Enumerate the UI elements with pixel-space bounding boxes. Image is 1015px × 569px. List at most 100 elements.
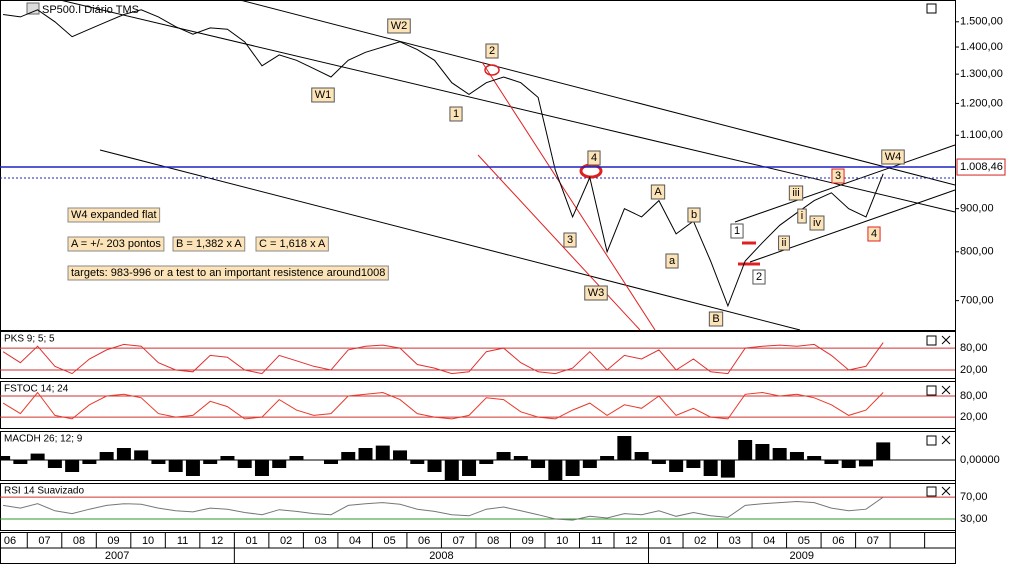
wave-label-box (797, 208, 807, 224)
year-label: 2007 (105, 550, 129, 562)
histogram-bar (0, 456, 11, 460)
histogram-bar (444, 460, 459, 480)
x-tick-label: 06 (418, 535, 430, 547)
x-tick-label: 11 (177, 535, 188, 547)
histogram-bar (254, 460, 269, 476)
wave-label: a (665, 253, 679, 269)
wave-label-text: ii (782, 237, 787, 249)
highlight (484, 64, 500, 76)
y-tick-label: 1.400,00 (960, 41, 1003, 53)
panel-title: FSTOC 14; 24 (4, 384, 69, 395)
button[interactable] (926, 385, 937, 396)
x-tick-label: 12 (625, 535, 637, 547)
trend-line (481, 61, 656, 331)
x-tick-label: 02 (280, 535, 292, 547)
data-line (2, 342, 884, 375)
note: targets: 983-996 or a test to an importa… (67, 265, 389, 281)
x-tick-label: 01 (245, 535, 257, 547)
note-text: A = +/- 203 pontos (71, 238, 161, 250)
button[interactable] (926, 3, 937, 14)
x-tick-label: 01 (660, 535, 672, 547)
wave-label-text: B (712, 313, 719, 325)
button[interactable] (926, 486, 937, 497)
button[interactable] (926, 335, 937, 346)
wave-label: 1 (449, 106, 463, 122)
histogram-bar (789, 452, 804, 460)
wave-label-text: 2 (756, 271, 762, 283)
wave-label: i (797, 208, 807, 224)
wave-label-text: 2 (489, 45, 495, 57)
wave-label-box (387, 18, 411, 34)
y-tick-label: 70,00 (960, 491, 988, 503)
panel-buttons (926, 3, 951, 497)
histogram-bar (496, 452, 511, 460)
histogram-bar (272, 460, 287, 468)
y-tick-label: 20,00 (960, 411, 988, 423)
histogram-bar (82, 460, 97, 464)
histogram-bar (289, 456, 304, 460)
wave-label-box (831, 168, 845, 184)
wave-label: ii (778, 235, 790, 251)
data-line (3, 496, 884, 521)
note: A = +/- 203 pontos (67, 236, 165, 252)
histogram-bar (479, 460, 494, 464)
note-box (67, 265, 389, 281)
note: B = 1,382 x A (172, 236, 246, 252)
y-tick-label: 800,00 (960, 246, 994, 258)
wave-label-box (730, 223, 744, 239)
panel-title: RSI 14 Suavizado (4, 486, 84, 497)
wave-label-text: i (801, 210, 803, 222)
wave-label: iv (809, 215, 825, 231)
wave-label: W4 (881, 149, 905, 165)
wave-label: A (650, 184, 666, 200)
wave-label-text: 1 (734, 225, 740, 237)
histogram-bar (323, 460, 338, 464)
x-tick-label: 06 (4, 535, 16, 547)
wave-label: 2 (752, 269, 766, 285)
note-text: C = 1,618 x A (259, 238, 326, 250)
trend-line (734, 144, 956, 223)
wave-label-text: W3 (588, 287, 605, 299)
wave-label-text: 3 (835, 170, 841, 182)
wave-label: 4 (587, 150, 601, 166)
wave-label: W1 (311, 87, 335, 103)
x-tick-label: 07 (867, 535, 879, 547)
wave-label-box (881, 149, 905, 165)
y-tick-label: 1.500,00 (960, 16, 1003, 28)
trend-line (477, 154, 641, 331)
histogram-bar (375, 445, 390, 460)
histogram-bar (220, 456, 235, 460)
wave-label-text: 3 (567, 234, 573, 246)
button[interactable] (926, 435, 937, 446)
histogram-bar (651, 460, 666, 464)
icon (26, 2, 40, 15)
x-tick-label: 10 (556, 535, 568, 547)
wave-label-box (449, 106, 463, 122)
wave-label-box (584, 285, 608, 301)
trend-line (239, 0, 956, 186)
x-tick-label: 05 (384, 535, 396, 547)
price-tag-label: 1.008,46 (960, 161, 1003, 173)
x-tick-label: 05 (798, 535, 810, 547)
panel-title: PKS 9; 5; 5 (4, 334, 55, 345)
y-tick-label: 1.100,00 (960, 129, 1003, 141)
wave-label-text: iv (813, 217, 821, 229)
histogram-bar (582, 460, 597, 468)
histogram-bar (151, 460, 166, 464)
trend-line (59, 0, 956, 213)
histogram-bar (185, 460, 200, 476)
wave-label: 4 (867, 226, 881, 242)
wave-label-text: 4 (871, 228, 877, 240)
histogram-bar (703, 460, 718, 476)
histogram-bar (755, 444, 770, 460)
wave-label-box (587, 150, 601, 166)
trend-lines (0, 0, 956, 331)
close-icon[interactable] (941, 335, 951, 496)
wave-label: b (687, 207, 701, 223)
y-tick-label: 0,00000 (960, 454, 1000, 466)
histogram-bar (116, 448, 131, 460)
histogram-bar (548, 460, 563, 480)
